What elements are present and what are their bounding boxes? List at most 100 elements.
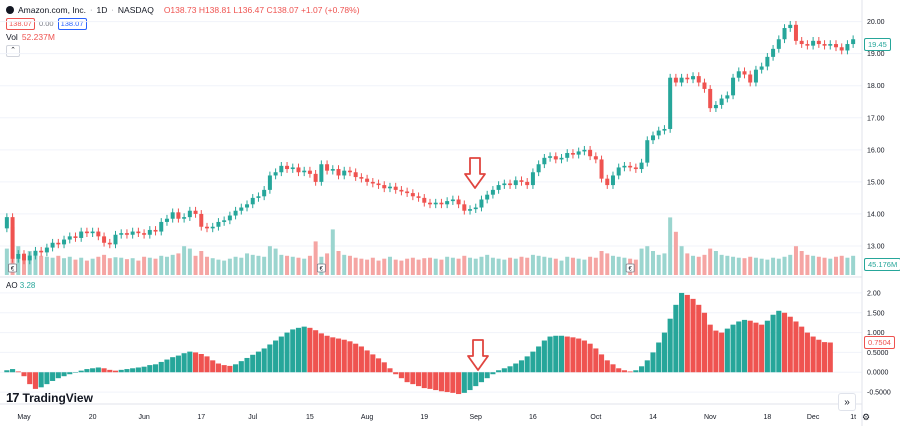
candle-body (353, 172, 358, 178)
candle-body (736, 71, 741, 78)
ao-bar (295, 327, 302, 373)
volume-bar (816, 256, 821, 275)
tradingview-logo[interactable]: 17 TradingView (6, 390, 93, 405)
volume-bar (845, 257, 850, 275)
candle-body (113, 234, 118, 245)
volume-bar (788, 254, 793, 275)
candle-body (462, 204, 467, 211)
ao-bar (101, 368, 107, 373)
candle-body (222, 220, 227, 222)
ao-bar (821, 342, 828, 373)
ao-bar (164, 359, 170, 373)
volume-bar (799, 251, 804, 275)
candle-body (147, 229, 152, 235)
ao-legend[interactable]: AO 3.28 (6, 281, 35, 290)
ao-bar (301, 326, 307, 373)
candle-body (44, 247, 49, 253)
volume-bar (588, 256, 593, 275)
ao-bar (764, 320, 770, 373)
ao-bar (233, 364, 239, 373)
volume-bar (610, 255, 615, 275)
candle-body (336, 169, 341, 176)
candle-body (164, 218, 169, 222)
volume-bar (593, 257, 598, 275)
ao-bar (330, 337, 336, 373)
candle-body (142, 233, 147, 235)
candle-body (279, 165, 284, 173)
volume-bar (490, 257, 495, 275)
candle-body (273, 172, 278, 176)
ao-bar (313, 330, 319, 373)
volume-bar (382, 258, 387, 275)
ao-bar (656, 342, 662, 373)
interval[interactable]: 1D (96, 5, 108, 15)
volume-bar (79, 257, 84, 275)
volume-bar (473, 258, 478, 275)
volume-bar (342, 254, 347, 275)
event-marker-icon[interactable]: € (8, 263, 17, 273)
event-marker-glyph: € (11, 267, 15, 273)
ao-bar (55, 372, 61, 379)
ao-tick-label: 1.000 (867, 330, 885, 337)
candle-body (210, 226, 215, 229)
candle-body (691, 76, 696, 80)
low-value: L136.47 (233, 5, 265, 15)
ao-bar (32, 372, 39, 389)
candle-body (79, 231, 84, 238)
volume-bar (119, 257, 124, 275)
candle-body (204, 226, 209, 229)
ao-bar (318, 333, 324, 373)
event-marker-icon[interactable]: € (625, 263, 635, 273)
candle-body (565, 153, 570, 158)
ao-bar (250, 354, 256, 373)
volume-bar (502, 259, 507, 275)
volume-legend[interactable]: Vol 52.237M (6, 31, 360, 43)
ao-bar (4, 370, 10, 373)
buy-price[interactable]: 138.07 (57, 18, 87, 30)
candle-body (16, 253, 21, 259)
volume-bar (782, 256, 787, 275)
ao-bar (44, 372, 50, 385)
volume-bar (233, 256, 238, 275)
candle-body (239, 207, 244, 211)
volume-bar (793, 246, 798, 275)
sell-price[interactable]: 138.07 (6, 18, 35, 30)
symbol-name[interactable]: Amazon.com, Inc. (18, 5, 87, 15)
candle-body (651, 135, 656, 141)
ao-bar (227, 365, 233, 373)
ao-bar (175, 355, 181, 373)
ao-bar (158, 361, 164, 373)
ao-bar (673, 304, 679, 373)
ao-bar (553, 335, 559, 373)
ao-bar (610, 364, 616, 373)
volume-bar (33, 254, 38, 275)
candle-body (56, 242, 61, 245)
ao-bar (661, 332, 668, 373)
volume-bar (639, 248, 644, 275)
candle-body (645, 140, 650, 163)
ao-tick-label: 2.00 (867, 290, 881, 297)
ao-bar (616, 368, 622, 373)
ao-bar (124, 369, 130, 373)
volume-bar (519, 256, 524, 275)
volume-bar (216, 259, 221, 275)
event-marker-icon[interactable]: € (316, 263, 326, 273)
scroll-to-realtime-button[interactable]: » (838, 393, 856, 411)
ao-bar (490, 372, 496, 375)
ao-bar (719, 332, 725, 373)
candle-body (365, 178, 370, 182)
time-tick-label: Nov (704, 414, 717, 421)
candle-body (788, 24, 793, 29)
candle-body (4, 217, 9, 229)
brand-name: TradingView (22, 390, 93, 405)
volume-bar (851, 255, 856, 275)
volume-bar (565, 256, 570, 275)
collapse-legend-icon[interactable]: ⌃ (6, 45, 20, 57)
volume-bar (267, 246, 272, 275)
settings-gear-icon[interactable]: ⚙ (862, 412, 871, 422)
volume-bar (576, 258, 581, 275)
exchange: NASDAQ (117, 5, 154, 15)
candle-body (753, 69, 758, 83)
ao-bar (730, 324, 736, 373)
